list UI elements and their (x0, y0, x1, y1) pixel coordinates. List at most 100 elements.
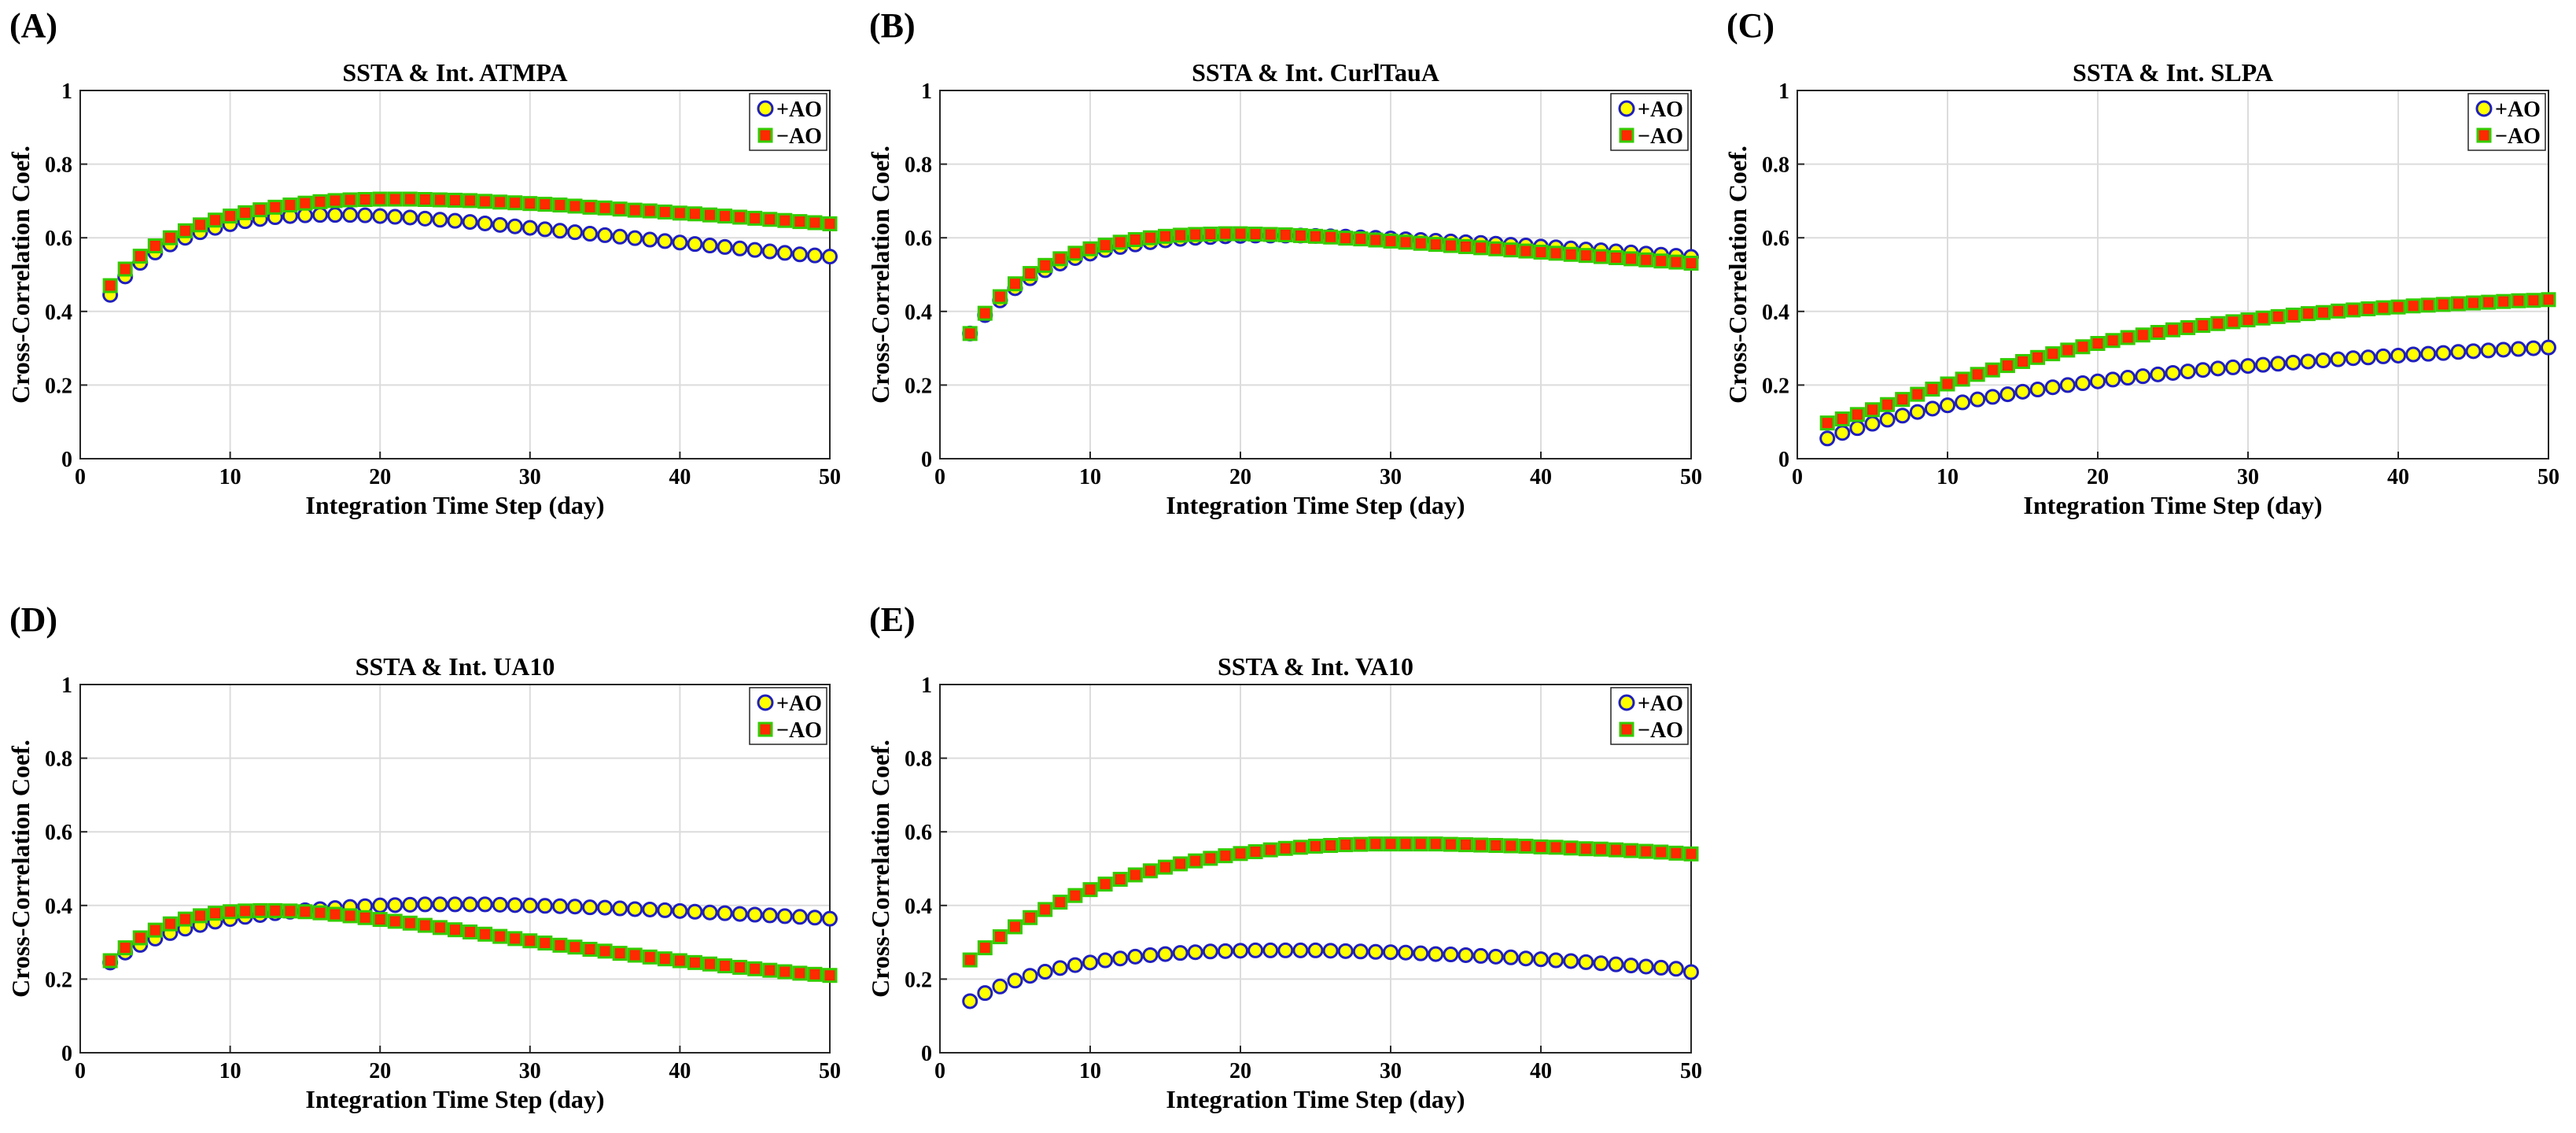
x-tick-label: 20 (369, 1059, 391, 1083)
data-point (521, 220, 538, 236)
data-point (1849, 407, 1865, 423)
data-point (657, 233, 673, 249)
legend-label: +AO (2495, 98, 2541, 122)
data-point (597, 899, 614, 916)
x-tick-label: 0 (934, 465, 945, 489)
data-point (732, 240, 748, 256)
data-point (992, 978, 1008, 995)
data-point (117, 261, 133, 277)
data-point (1578, 841, 1594, 857)
data-point (2375, 300, 2391, 316)
x-tick-label: 20 (369, 465, 391, 489)
data-point (522, 196, 538, 212)
axes-frame (939, 90, 1692, 459)
y-tick-label: 0.2 (45, 968, 72, 992)
chart-title: SSTA & Int. UA10 (356, 652, 555, 681)
data-point (492, 928, 508, 944)
data-point (477, 896, 493, 913)
data-point (372, 897, 389, 913)
data-point (1398, 836, 1413, 852)
data-point (1277, 942, 1294, 958)
legend-label: +AO (1638, 98, 1683, 122)
data-point (267, 199, 283, 215)
y-tick-label: 0.6 (905, 227, 932, 251)
data-point (1023, 266, 1038, 282)
data-point (223, 904, 238, 920)
data-point (2135, 327, 2150, 343)
y-tick-label: 1 (921, 674, 932, 698)
x-tick-label: 20 (1229, 1059, 1251, 1083)
data-point (1233, 846, 1248, 862)
data-point (1127, 232, 1143, 248)
data-point (1233, 226, 1248, 242)
data-point (1067, 888, 1083, 903)
data-point (1172, 945, 1188, 961)
data-point (536, 898, 553, 914)
data-point (567, 939, 583, 955)
data-point (402, 209, 418, 226)
data-point (192, 908, 208, 924)
data-point (1880, 397, 1896, 412)
data-point (238, 903, 253, 919)
data-point (1443, 947, 1459, 963)
x-tick-label: 10 (1079, 465, 1101, 489)
series-plus-ao (102, 207, 838, 303)
data-point (1247, 843, 1263, 859)
data-point (2105, 371, 2121, 388)
data-point (1173, 227, 1188, 243)
data-point (327, 906, 343, 922)
data-point (312, 905, 328, 921)
data-point (567, 198, 583, 214)
data-point (507, 931, 523, 947)
data-point (2390, 347, 2406, 364)
data-point (1503, 242, 1519, 258)
x-axis-label: Integration Time Step (day) (2023, 491, 2322, 519)
data-point (552, 937, 568, 953)
data-point (1668, 845, 1684, 861)
y-tick-label: 0 (61, 1042, 72, 1066)
data-point (672, 953, 687, 969)
data-point (1233, 943, 1248, 959)
series-plus-ao (1819, 339, 2556, 447)
data-point (1292, 227, 1308, 243)
x-tick-label: 10 (219, 1059, 241, 1083)
data-point (1158, 859, 1173, 875)
data-point (238, 205, 253, 220)
data-point (642, 949, 658, 965)
data-point (387, 191, 403, 207)
data-point (1849, 420, 1866, 437)
data-point (2165, 364, 2181, 381)
data-point (1277, 840, 1293, 856)
data-point (1638, 843, 1654, 859)
data-point (1548, 840, 1564, 855)
data-point (1518, 243, 1534, 259)
data-point (2180, 364, 2196, 380)
y-tick-label: 1 (921, 79, 932, 104)
data-point (357, 192, 373, 208)
data-point (1487, 948, 1504, 965)
data-point (1819, 430, 1836, 447)
data-point (387, 209, 404, 225)
data-point (1563, 246, 1579, 262)
data-point (1548, 245, 1564, 261)
data-point (2150, 366, 2166, 382)
x-tick-label: 40 (2387, 465, 2409, 489)
x-tick-label: 40 (669, 465, 691, 489)
x-tick-label: 20 (2087, 465, 2109, 489)
y-tick-label: 1 (61, 79, 72, 104)
data-point (962, 952, 978, 968)
data-point (746, 906, 763, 923)
chart-title: SSTA & Int. CurlTauA (1192, 58, 1439, 87)
y-axis-label: Cross-Correlation Coef. (866, 146, 894, 404)
data-point (1052, 251, 1068, 267)
data-point (792, 965, 808, 981)
legend-marker-circle (1618, 100, 1635, 117)
data-point (2240, 358, 2256, 375)
legend-label: −AO (2495, 124, 2541, 149)
chart-title: SSTA & Int. VA10 (1218, 652, 1413, 681)
data-point (597, 227, 614, 243)
data-point (312, 194, 328, 209)
data-point (1383, 233, 1399, 249)
data-point (2090, 336, 2106, 352)
data-point (657, 902, 673, 918)
